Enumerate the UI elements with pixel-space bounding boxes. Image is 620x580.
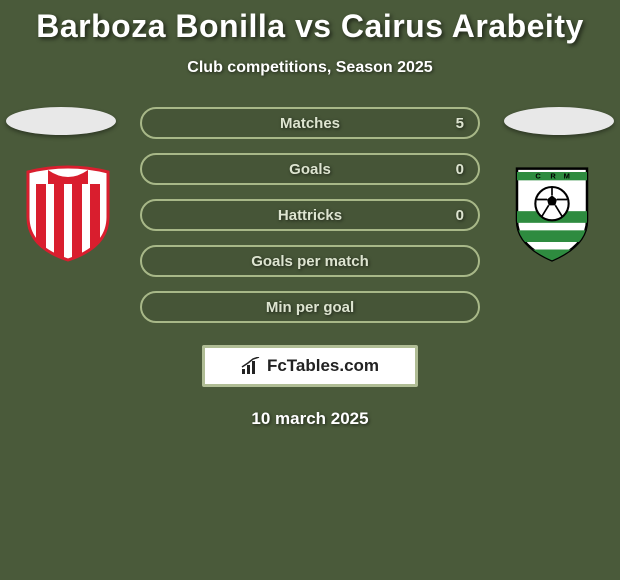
stat-row: Min per goal <box>140 291 480 323</box>
stat-row: Goals per match <box>140 245 480 277</box>
content-area: C R M Matches 5 Goals 0 Hattricks 0 Goal… <box>0 107 620 429</box>
stat-label: Hattricks <box>278 207 342 224</box>
stat-label: Min per goal <box>266 299 354 316</box>
attribution-badge: FcTables.com <box>202 345 418 387</box>
subtitle: Club competitions, Season 2025 <box>0 59 620 77</box>
stats-bars: Matches 5 Goals 0 Hattricks 0 Goals per … <box>140 107 480 323</box>
chart-icon <box>241 357 263 375</box>
stat-value: 0 <box>456 161 464 178</box>
svg-text:C: C <box>535 172 541 181</box>
svg-text:R: R <box>550 172 556 181</box>
player-halo-left <box>6 107 116 135</box>
player-halo-right <box>504 107 614 135</box>
stat-row: Goals 0 <box>140 153 480 185</box>
attribution-text: FcTables.com <box>267 356 379 376</box>
stat-value: 5 <box>456 115 464 132</box>
stat-label: Goals per match <box>251 253 369 270</box>
club-crest-left <box>18 162 118 262</box>
stat-label: Goals <box>289 161 331 178</box>
stat-row: Matches 5 <box>140 107 480 139</box>
page-title: Barboza Bonilla vs Cairus Arabeity <box>0 0 620 45</box>
stat-label: Matches <box>280 115 340 132</box>
stat-value: 0 <box>456 207 464 224</box>
stat-row: Hattricks 0 <box>140 199 480 231</box>
date-text: 10 march 2025 <box>0 409 620 429</box>
club-crest-right: C R M <box>502 162 602 262</box>
svg-text:M: M <box>564 172 570 181</box>
